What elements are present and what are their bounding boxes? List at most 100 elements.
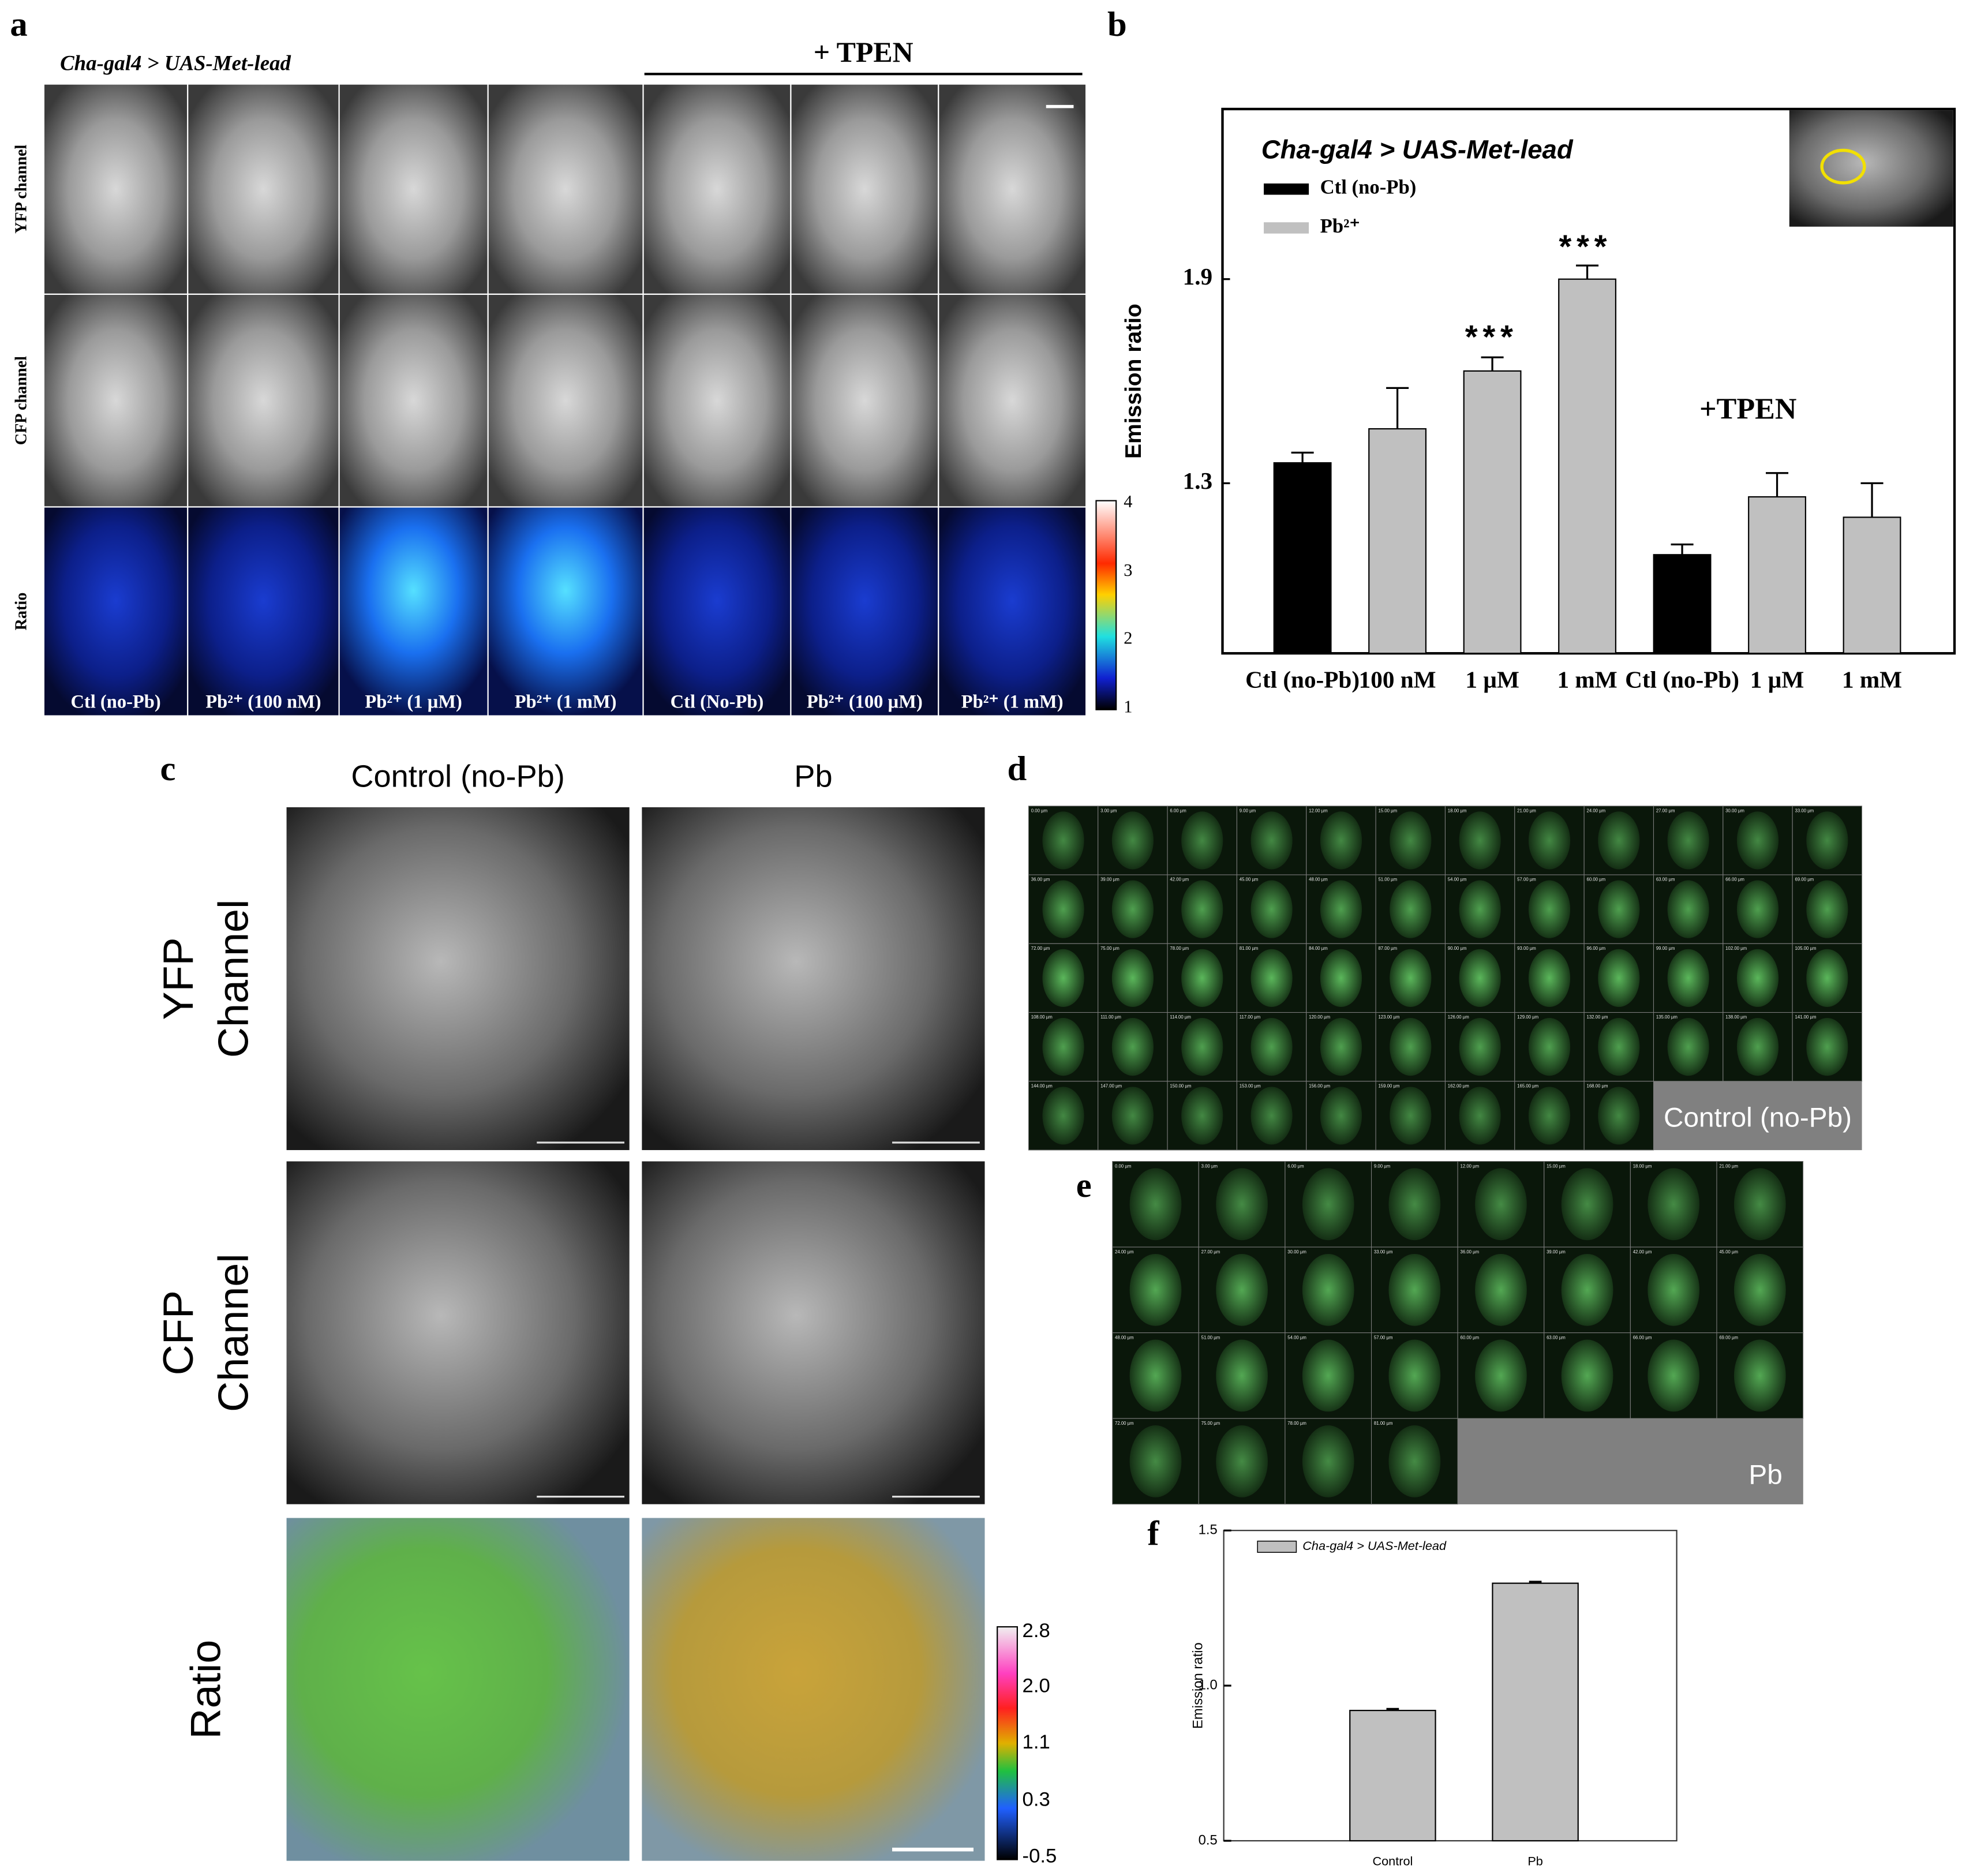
colorbar [1095, 500, 1117, 710]
slice-depth: 60.00 µm [1586, 877, 1605, 882]
chart-title: Cha-gal4 > UAS-Met-lead [1261, 135, 1574, 164]
x-tick-label: 1 µM [1465, 666, 1519, 693]
z-slice-signal [1598, 811, 1640, 870]
montage-label-box [1458, 1418, 1803, 1504]
slice-depth: 81.00 µm [1374, 1421, 1393, 1426]
micrograph [286, 807, 630, 1151]
slice-depth: 159.00 µm [1378, 1084, 1399, 1089]
z-slice-signal [1250, 811, 1293, 870]
slice-depth: 24.00 µm [1586, 808, 1605, 813]
y-tick-label: 1.5 [1199, 1522, 1218, 1538]
slice-depth: 132.00 µm [1586, 1014, 1608, 1020]
z-slice-signal [1561, 1339, 1613, 1412]
legend-label: Pb²⁺ [1320, 215, 1360, 237]
z-slice-signal [1042, 880, 1084, 938]
colorbar-label: 4 [1124, 492, 1132, 511]
panel-letter: b [1107, 5, 1127, 44]
micrograph [338, 506, 489, 717]
x-tick-label: 1 mM [1842, 666, 1902, 693]
bar [1273, 462, 1332, 654]
slice-depth: 27.00 µm [1201, 1249, 1220, 1255]
micrograph [43, 293, 189, 508]
z-slice-signal [1736, 1018, 1779, 1076]
micrograph [43, 506, 189, 717]
slice-depth: 69.00 µm [1719, 1335, 1738, 1340]
z-slice-signal [1320, 1018, 1362, 1076]
legend-label: Ctl (no-Pb) [1320, 176, 1417, 199]
slice-depth: 21.00 µm [1517, 808, 1536, 813]
slice-depth: 42.00 µm [1170, 877, 1189, 882]
slice-depth: 126.00 µm [1448, 1014, 1469, 1020]
genotype-label: Cha-gal4 > UAS-Met-lead [60, 51, 291, 75]
y-tick-label: 1.3 [1183, 467, 1212, 494]
z-slice-signal [1042, 811, 1084, 870]
z-slice-signal [1475, 1253, 1527, 1326]
slice-depth: 63.00 µm [1656, 877, 1675, 882]
z-slice-signal [1459, 1018, 1501, 1076]
colorbar-label: 0.3 [1023, 1789, 1050, 1811]
z-slice-signal [1129, 1168, 1182, 1241]
slice-depth: 99.00 µm [1656, 946, 1675, 951]
z-slice-signal [1648, 1339, 1700, 1412]
z-slice-signal [1459, 1087, 1501, 1145]
z-slice-signal [1598, 880, 1640, 938]
slice-depth: 39.00 µm [1100, 877, 1119, 882]
z-slice-signal [1181, 880, 1223, 938]
slice-depth: 72.00 µm [1031, 946, 1050, 951]
slice-depth: 60.00 µm [1460, 1335, 1479, 1340]
micrograph [790, 83, 939, 295]
slice-depth: 129.00 µm [1517, 1014, 1538, 1020]
slice-depth: 114.00 µm [1170, 1014, 1190, 1020]
z-slice-signal [1528, 949, 1571, 1007]
z-slice-signal [1736, 811, 1779, 870]
row-label: Channel [209, 1253, 257, 1412]
slice-depth: 165.00 µm [1517, 1084, 1538, 1089]
slice-depth: 18.00 µm [1633, 1163, 1652, 1169]
colorbar-label: 2.0 [1023, 1675, 1050, 1697]
z-slice-signal [1806, 1018, 1848, 1076]
slice-depth: 48.00 µm [1309, 877, 1328, 882]
z-slice-signal [1111, 1018, 1154, 1076]
z-slice-signal [1111, 880, 1154, 938]
micrograph [642, 506, 792, 717]
z-slice-signal [1250, 1087, 1293, 1145]
z-slice-signal [1806, 880, 1848, 938]
slice-depth: 36.00 µm [1031, 877, 1050, 882]
slice-depth: 9.00 µm [1374, 1163, 1390, 1169]
z-slice-signal [1667, 811, 1709, 870]
slice-depth: 57.00 µm [1517, 877, 1536, 882]
column-header: Pb [794, 759, 832, 793]
z-slice-signal [1733, 1168, 1786, 1241]
z-slice-signal [1388, 1339, 1441, 1412]
slice-depth: 54.00 µm [1448, 877, 1467, 882]
slice-depth: 6.00 µm [1287, 1163, 1304, 1169]
slice-depth: 150.00 µm [1170, 1084, 1191, 1089]
z-slice-signal [1042, 949, 1084, 1007]
panel-letter: d [1008, 750, 1027, 788]
z-slice-signal [1302, 1168, 1354, 1241]
annotation: +TPEN [1699, 393, 1796, 426]
slice-depth: 48.00 µm [1115, 1335, 1134, 1340]
slice-depth: 120.00 µm [1309, 1014, 1330, 1020]
legend-swatch [1264, 222, 1309, 234]
y-axis-label: Emission ratio [1121, 304, 1146, 459]
slice-depth: 90.00 µm [1448, 946, 1467, 951]
bar [1349, 1710, 1436, 1842]
slice-depth: 144.00 µm [1031, 1084, 1053, 1089]
slice-depth: 102.00 µm [1725, 946, 1747, 951]
slice-depth: 72.00 µm [1115, 1421, 1134, 1426]
z-slice-signal [1111, 1087, 1154, 1145]
z-slice-signal [1390, 811, 1432, 870]
slice-depth: 15.00 µm [1378, 808, 1397, 813]
z-slice-signal [1181, 949, 1223, 1007]
bar [1368, 428, 1427, 654]
x-tick-label: 100 nM [1359, 666, 1436, 693]
slice-depth: 33.00 µm [1374, 1249, 1393, 1255]
micrograph [790, 293, 939, 508]
slice-depth: 15.00 µm [1547, 1163, 1566, 1169]
slice-depth: 0.00 µm [1115, 1163, 1131, 1169]
slice-depth: 75.00 µm [1100, 946, 1119, 951]
row-label: CFP [154, 1290, 202, 1375]
panel-letter: f [1147, 1514, 1159, 1553]
